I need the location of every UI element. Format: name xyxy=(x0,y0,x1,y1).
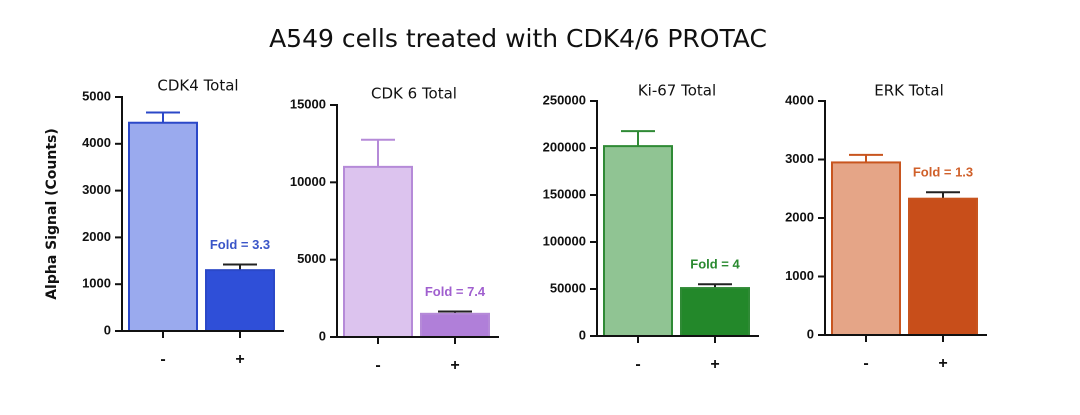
y-tick-label: 1000 xyxy=(785,268,814,283)
y-tick-label: 4000 xyxy=(785,92,814,107)
y-tick-label: 0 xyxy=(807,326,814,341)
y-tick-label: 5000 xyxy=(297,251,326,266)
y-tick-label: 5000 xyxy=(82,88,111,103)
x-tick-label: - xyxy=(375,357,380,374)
bar xyxy=(831,161,901,336)
x-tick-label: + xyxy=(710,356,719,373)
y-tick-label: 2000 xyxy=(785,209,814,224)
y-tick-label: 150000 xyxy=(543,186,586,201)
fold-annotation: Fold = 3.3 xyxy=(210,237,270,252)
x-tick-label: + xyxy=(450,357,459,374)
panel-title: CDK 6 Total xyxy=(371,85,457,103)
y-tick-label: 0 xyxy=(319,328,326,343)
y-tick-label: 15000 xyxy=(290,96,326,111)
bar xyxy=(128,121,198,332)
y-tick-label: 10000 xyxy=(290,174,326,189)
y-tick-label: 3000 xyxy=(82,182,111,197)
y-axis-label: Alpha Signal (Counts) xyxy=(44,128,60,300)
bar xyxy=(603,145,673,337)
bar xyxy=(343,165,413,338)
bar xyxy=(420,312,490,338)
fold-annotation: Fold = 1.3 xyxy=(913,165,973,180)
x-tick-label: - xyxy=(160,351,165,368)
panel-title: CDK4 Total xyxy=(157,77,238,95)
y-tick-label: 200000 xyxy=(543,139,586,154)
y-tick-label: 4000 xyxy=(82,135,111,150)
y-tick-label: 1000 xyxy=(82,276,111,291)
bar xyxy=(680,287,750,337)
y-tick-label: 3000 xyxy=(785,151,814,166)
x-tick-label: - xyxy=(863,355,868,372)
y-tick-label: 0 xyxy=(104,322,111,337)
panel-title: ERK Total xyxy=(874,82,944,100)
x-tick-label: + xyxy=(235,351,244,368)
panel-title: Ki-67 Total xyxy=(638,82,716,100)
y-tick-label: 250000 xyxy=(543,92,586,107)
y-tick-label: 100000 xyxy=(543,233,586,248)
x-tick-label: + xyxy=(938,355,947,372)
bar xyxy=(908,197,978,336)
y-tick-label: 2000 xyxy=(82,229,111,244)
figure-title: A549 cells treated with CDK4/6 PROTAC xyxy=(269,24,767,53)
y-tick-label: 50000 xyxy=(550,280,586,295)
x-tick-label: - xyxy=(635,356,640,373)
fold-annotation: Fold = 4 xyxy=(690,257,740,272)
y-tick-label: 0 xyxy=(579,327,586,342)
bar xyxy=(205,269,275,333)
fold-annotation: Fold = 7.4 xyxy=(425,284,486,299)
